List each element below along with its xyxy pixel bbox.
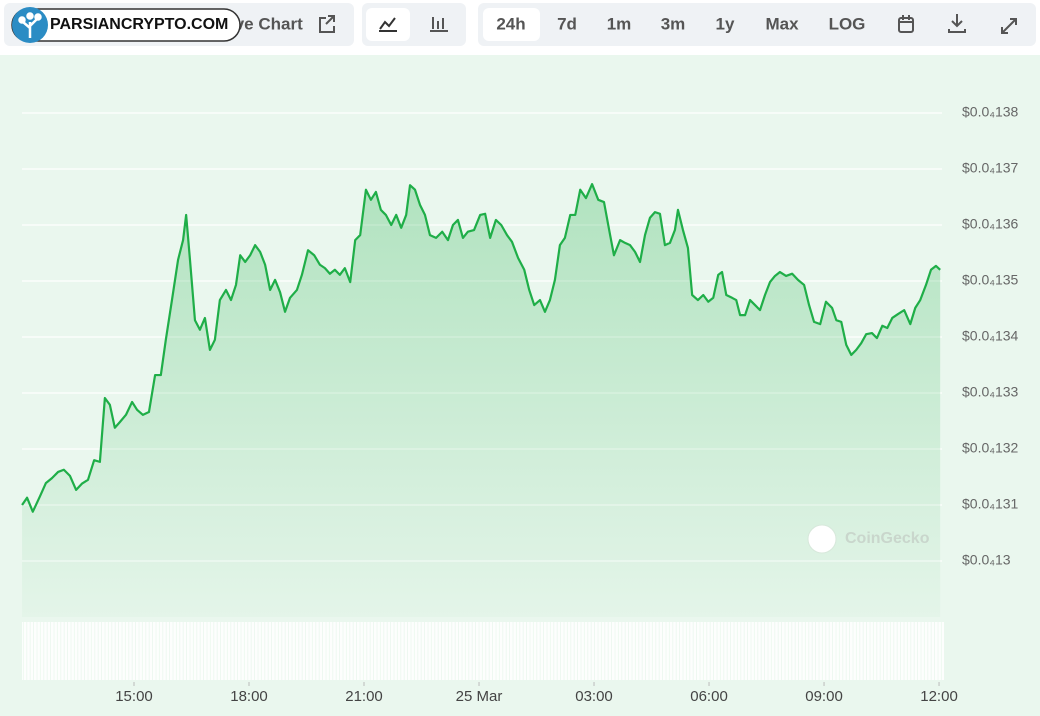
x-tick-label: 06:00 bbox=[690, 688, 728, 705]
candle-view-button[interactable] bbox=[430, 17, 448, 32]
download-button[interactable] bbox=[948, 14, 966, 33]
x-tick-label: 03:00 bbox=[575, 688, 613, 705]
y-tick-label: $0.0₄132 bbox=[962, 440, 1019, 456]
x-tick-label: 25 Mar bbox=[456, 688, 503, 705]
x-tick-label: 12:00 bbox=[920, 688, 958, 705]
brand-logo-mark bbox=[18, 12, 42, 38]
x-tick-label: 18:00 bbox=[230, 688, 268, 705]
volume-bars bbox=[22, 622, 944, 680]
y-tick-label: $0.0₄13 bbox=[962, 552, 1011, 568]
y-tick-label: $0.0₄131 bbox=[962, 496, 1019, 512]
range-button[interactable]: 24h bbox=[496, 14, 525, 33]
range-button[interactable]: Max bbox=[765, 14, 799, 33]
range-button[interactable]: LOG bbox=[829, 14, 866, 33]
calendar-button[interactable] bbox=[898, 17, 914, 33]
active-range bbox=[483, 8, 540, 41]
plot: $0.0₄13 $0.0₄131 $0.0₄132 $0.0₄133 $0.0₄134 $… bbox=[21, 104, 1019, 705]
watermark: CoinGecko bbox=[845, 530, 930, 547]
range-button[interactable]: 3m bbox=[661, 14, 686, 33]
range-button[interactable]: 7d bbox=[557, 14, 577, 33]
brand: PARSIANCRYPTO.COM bbox=[50, 16, 228, 33]
y-tick-label: $0.0₄137 bbox=[962, 160, 1019, 176]
fullscreen-button[interactable] bbox=[1001, 18, 1017, 34]
price-area bbox=[22, 184, 941, 617]
y-tick-label: $0.0₄133 bbox=[962, 384, 1019, 400]
toolbar-icons bbox=[898, 14, 1017, 34]
watermark-logo bbox=[807, 524, 837, 554]
toolbar-group bbox=[478, 3, 1036, 46]
price-line bbox=[21, 183, 941, 513]
y-tick-label: $0.0₄135 bbox=[962, 272, 1019, 288]
range-buttons: 24h 7d 1m 3m 1y Max LOG bbox=[496, 14, 865, 33]
x-tick-label: 09:00 bbox=[805, 688, 843, 705]
external-icon bbox=[319, 15, 335, 33]
live-chart-link[interactable]: ive Chart bbox=[230, 14, 303, 33]
y-tick-label: $0.0₄138 bbox=[962, 104, 1019, 120]
x-tick-label: 15:00 bbox=[115, 688, 153, 705]
line-icon bbox=[379, 17, 397, 32]
range-button[interactable]: 1m bbox=[607, 14, 632, 33]
x-tick-label: 21:00 bbox=[345, 688, 383, 705]
range-button[interactable]: 1y bbox=[716, 14, 735, 33]
y-tick-label: $0.0₄136 bbox=[962, 216, 1019, 232]
y-tick-label: $0.0₄134 bbox=[962, 328, 1019, 344]
